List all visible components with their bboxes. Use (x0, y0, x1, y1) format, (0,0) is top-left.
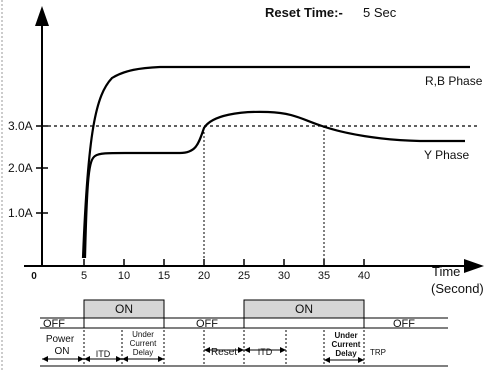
x-label-20: 20 (198, 270, 210, 282)
x-axis-label-time: Time (432, 264, 460, 279)
rb-phase-label: R,B Phase (425, 74, 483, 88)
x-label-0: 0 (31, 271, 37, 282)
x-label-40: 40 (358, 270, 370, 282)
x-label-15: 15 (158, 270, 170, 282)
under-current-delay-1-line2: Current (130, 339, 157, 348)
reset-time-value: 5 Sec (363, 5, 397, 20)
y-label-1a: 1.0A (8, 206, 33, 220)
x-label-30: 30 (278, 270, 290, 282)
on-label-2: ON (295, 302, 313, 316)
under-current-delay-2-line3: Delay (335, 349, 357, 358)
y-axis-arrow-icon (35, 6, 49, 26)
rb-phase-curve (81, 65, 470, 259)
reset-interval-label: Reset (211, 347, 237, 358)
y-label-2a: 2.0A (8, 161, 33, 175)
y-phase-curve (83, 110, 465, 259)
reset-time-label: Reset Time:- (265, 5, 343, 20)
off-label-1: OFF (43, 318, 65, 330)
y-phase-label: Y Phase (424, 148, 469, 162)
power-on-label-line2: ON (55, 346, 70, 357)
y-label-3a: 3.0A (8, 119, 33, 133)
itd-label-1: ITD (96, 349, 111, 359)
x-label-10: 10 (118, 270, 130, 282)
under-current-delay-1-line3: Delay (133, 348, 153, 357)
off-label-3: OFF (393, 318, 415, 330)
trip-label: TRP (370, 348, 386, 357)
x-label-5: 5 (81, 270, 87, 282)
x-axis-arrow-icon (464, 259, 484, 273)
x-axis-label-unit: (Second) (431, 281, 484, 296)
under-current-delay-2-line1: Under (334, 331, 357, 340)
under-current-delay-1-line1: Under (132, 330, 154, 339)
itd-label-2: ITD (258, 347, 273, 357)
x-label-35: 35 (318, 270, 330, 282)
interval-arrows (42, 347, 364, 363)
under-current-delay-2-line2: Current (332, 340, 361, 349)
off-label-2: OFF (196, 318, 218, 330)
on-label-1: ON (115, 302, 133, 316)
x-label-25: 25 (238, 270, 250, 282)
power-on-label-line1: Power (46, 334, 75, 345)
